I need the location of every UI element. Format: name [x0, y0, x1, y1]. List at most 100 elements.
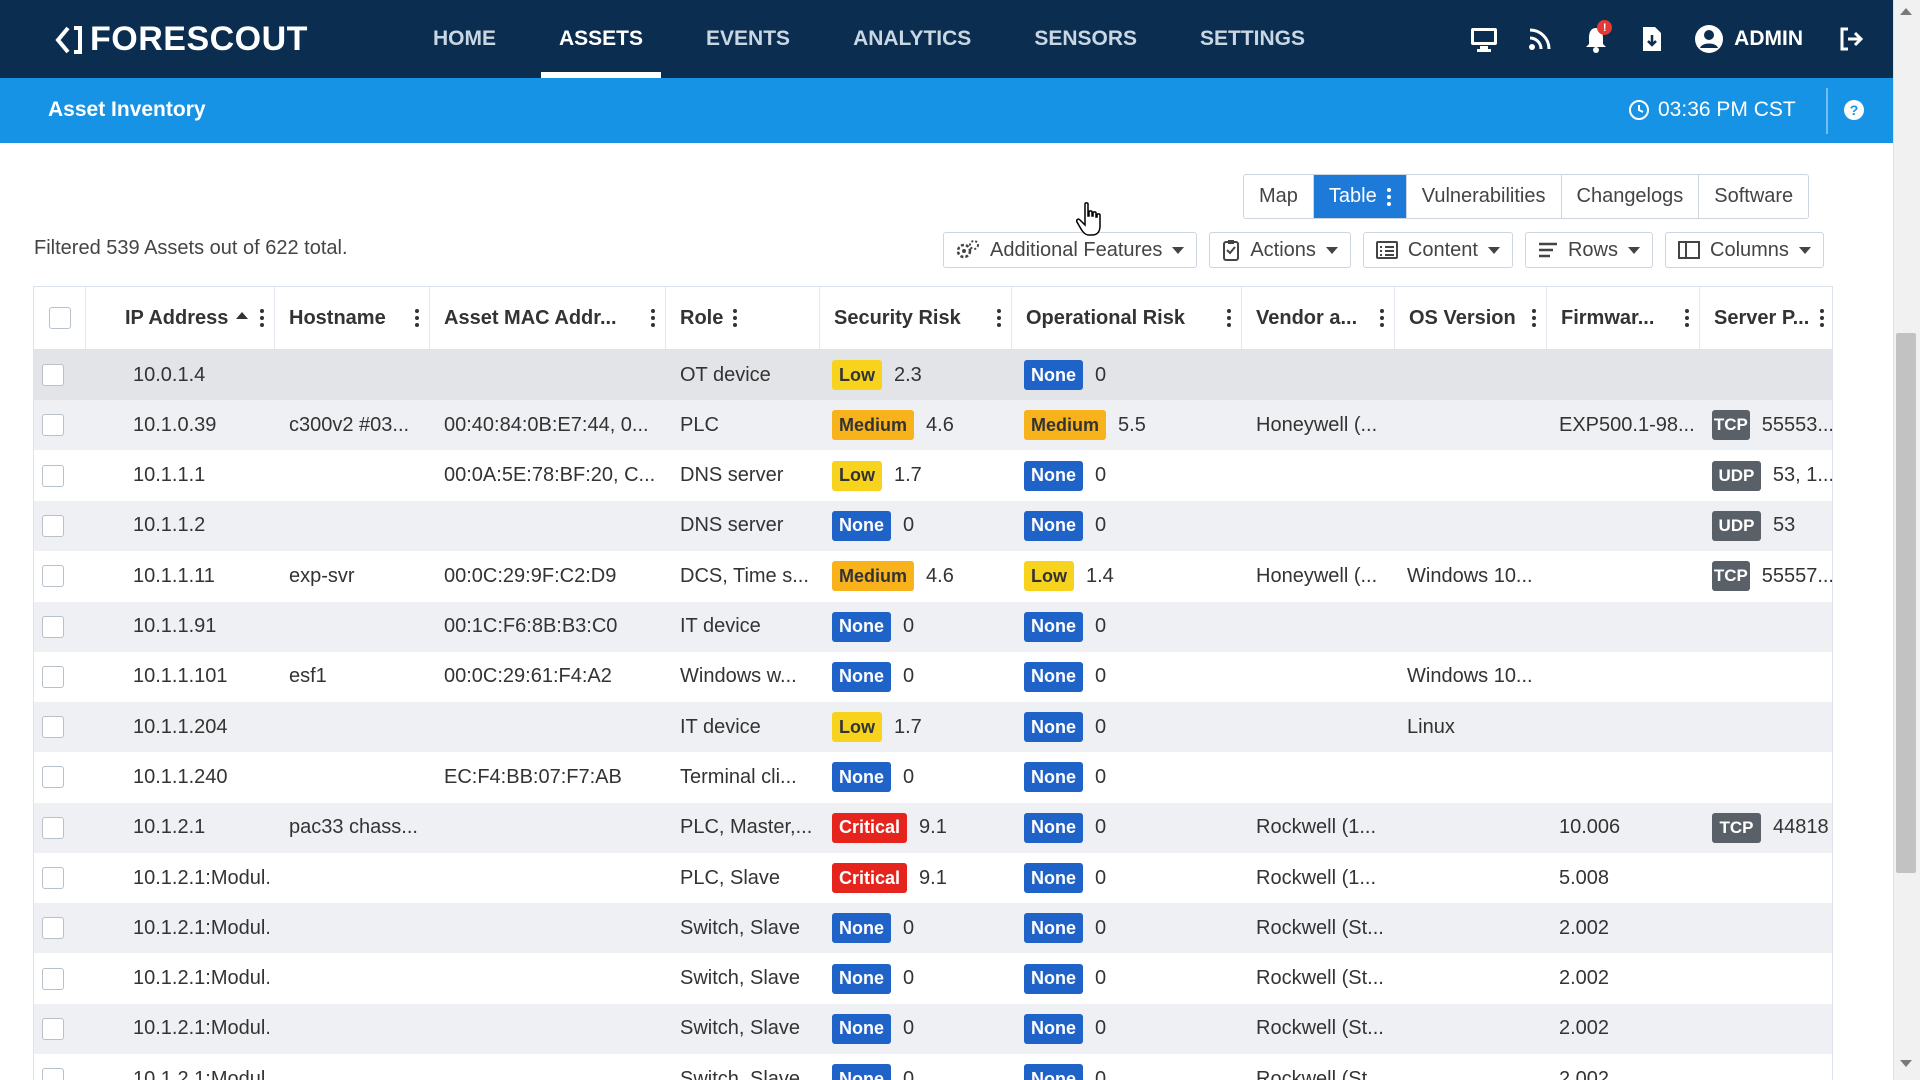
monitor-icon[interactable] — [1456, 0, 1512, 78]
column-header-mac-address[interactable]: Asset MAC Addr... — [430, 287, 666, 349]
role-label: Switch — [680, 1067, 739, 1080]
column-menu-icon[interactable] — [1820, 309, 1824, 327]
table-row[interactable]: 10.1.1.1 00:0A:5E:78:BF:20, C... DNS serve… — [34, 451, 1832, 501]
cell-os-version — [1407, 501, 1541, 551]
row-checkbox[interactable] — [42, 665, 64, 688]
nav-analytics[interactable]: ANALYTICS — [853, 27, 972, 50]
bell-icon[interactable]: ! — [1568, 0, 1624, 78]
row-checkbox[interactable] — [42, 867, 64, 889]
cell-hostname — [289, 451, 424, 501]
column-menu-icon[interactable] — [415, 309, 419, 327]
kebab-icon[interactable] — [1386, 187, 1391, 206]
nav-sensors[interactable]: SENSORS — [1034, 27, 1138, 50]
download-file-icon[interactable] — [1624, 0, 1680, 78]
cell-mac-address — [444, 803, 660, 853]
nav-events[interactable]: EVENTS — [706, 27, 791, 50]
cell-server-ports — [1712, 853, 1832, 903]
help-icon[interactable]: ? — [1843, 99, 1865, 126]
rss-feed-icon[interactable] — [1512, 0, 1568, 78]
row-checkbox[interactable] — [42, 1068, 64, 1080]
cell-security-risk: None 0 — [832, 954, 914, 1004]
row-checkbox[interactable] — [42, 464, 64, 487]
security-risk-score: 2.3 — [894, 363, 922, 386]
cell-vendor: Rockwell (St... — [1256, 916, 1384, 939]
table-row[interactable]: 10.1.2.1:Modul... Switch, Slave None 0 None 0… — [34, 903, 1832, 954]
table-row[interactable]: 10.1.2.1 pac33 chass... PLC, Master,... Cri… — [34, 802, 1832, 853]
table-row[interactable]: 10.1.1.101 esf1 00:0C:29:61:F4:A2 Windows w… — [34, 652, 1832, 702]
cell-ip-address: 10.1.2.1:Modul... — [133, 967, 269, 990]
column-menu-icon[interactable] — [997, 309, 1001, 327]
cell-os-version — [1407, 400, 1541, 450]
page-header-bar: Asset Inventory 03:36 PM CST ? — [0, 78, 1893, 143]
column-menu-icon[interactable] — [1532, 309, 1536, 327]
table-row[interactable]: 10.1.2.1:Modul... PLC, Slave Critical 9.1 No… — [34, 853, 1832, 903]
security-risk-badge: Low — [832, 360, 882, 390]
table-row[interactable]: 10.1.1.91 00:1C:F6:8B:B3:C0 IT device None 0… — [34, 601, 1832, 652]
row-checkbox[interactable] — [42, 716, 64, 739]
tab-map[interactable]: Map — [1244, 175, 1314, 218]
tab-changelogs[interactable]: Changelogs — [1561, 175, 1700, 218]
column-menu-icon[interactable] — [260, 309, 264, 327]
content-button[interactable]: Content — [1362, 232, 1513, 268]
forescout-logo[interactable]: FORESCOUT — [54, 20, 308, 59]
column-header-server-ports[interactable]: Server P... — [1700, 287, 1832, 349]
column-header-os-version[interactable]: OS Version — [1395, 287, 1547, 349]
table-row[interactable]: 10.1.1.204 IT device Low 1.7 None 0 Linux — [34, 702, 1832, 753]
table-row[interactable]: 10.1.2.1:Modul... Switch, Slave None 0 None 0… — [34, 1054, 1832, 1080]
cell-firmware — [1559, 752, 1694, 802]
nav-settings[interactable]: SETTINGS — [1200, 27, 1306, 50]
tab-vulnerabilities[interactable]: Vulnerabilities — [1406, 175, 1562, 218]
cell-server-ports: TCP 44818 — [1712, 803, 1832, 853]
row-checkbox[interactable] — [42, 967, 64, 990]
table-row[interactable]: 10.0.1.4 OT device Low 2.3 None 0 — [34, 350, 1832, 400]
column-header-role[interactable]: Role — [666, 287, 820, 349]
table-row[interactable]: 10.1.2.1:Modul... Switch, Slave None 0 None 0… — [34, 954, 1832, 1004]
table-row[interactable]: 10.1.1.11 exp-svr 00:0C:29:9F:C2:D9 DCS, Ti… — [34, 551, 1832, 601]
column-menu-icon[interactable] — [1685, 309, 1689, 327]
scrollbar-thumb[interactable] — [1896, 333, 1916, 873]
cell-os-version: Windows 10... — [1407, 665, 1533, 688]
row-checkbox[interactable] — [42, 816, 64, 839]
additional-features-button[interactable]: Additional Features — [943, 232, 1198, 268]
user-menu[interactable]: ADMIN — [1694, 24, 1803, 54]
row-checkbox[interactable] — [42, 615, 64, 638]
row-checkbox[interactable] — [42, 364, 64, 386]
column-menu-icon[interactable] — [651, 309, 655, 327]
row-checkbox[interactable] — [42, 1017, 64, 1040]
scroll-up-icon[interactable] — [1900, 8, 1912, 15]
scroll-down-icon[interactable] — [1900, 1060, 1912, 1067]
row-checkbox[interactable] — [42, 565, 64, 588]
row-checkbox[interactable] — [42, 414, 64, 437]
column-header-firmware[interactable]: Firmwar... — [1547, 287, 1700, 349]
security-risk-score: 0 — [903, 514, 915, 537]
row-checkbox[interactable] — [42, 766, 64, 789]
select-all-checkbox[interactable] — [48, 307, 71, 329]
tab-table[interactable]: Table — [1313, 175, 1407, 218]
column-header-hostname[interactable]: Hostname — [275, 287, 430, 349]
tab-vulnerabilities-label: Vulnerabilities — [1421, 185, 1546, 207]
column-header-vendor[interactable]: Vendor a... — [1242, 287, 1395, 349]
table-row[interactable]: 10.1.1.240 EC:F4:BB:07:F7:AB Terminal cli.… — [34, 752, 1832, 802]
column-header-ip-address[interactable]: IP Address — [86, 287, 275, 349]
column-menu-icon[interactable] — [1227, 309, 1231, 327]
column-header-security-risk[interactable]: Security Risk — [820, 287, 1012, 349]
column-header-operational-risk[interactable]: Operational Risk — [1012, 287, 1242, 349]
row-checkbox[interactable] — [42, 514, 64, 537]
cell-ip-address: 10.1.1.1 — [133, 464, 206, 487]
actions-button[interactable]: Actions — [1209, 232, 1351, 268]
cell-mac-address — [444, 501, 660, 551]
table-row[interactable]: 10.1.1.2 DNS server None 0 None 0 UDP 53 — [34, 500, 1832, 551]
logout-icon[interactable] — [1823, 0, 1879, 78]
operational-risk-badge: None — [1024, 762, 1083, 793]
tab-software[interactable]: Software — [1699, 175, 1809, 218]
table-row[interactable]: 10.1.2.1:Modul... Switch, Slave None 0 None 0… — [34, 1003, 1832, 1054]
table-row[interactable]: 10.1.0.39 c300v2 #03... 00:40:84:0B:E7:44,… — [34, 400, 1832, 451]
nav-assets[interactable]: ASSETS — [541, 0, 662, 78]
column-menu-icon[interactable] — [733, 309, 738, 327]
column-menu-icon[interactable] — [1380, 309, 1384, 327]
row-checkbox[interactable] — [42, 917, 64, 940]
tab-changelogs-label: Changelogs — [1576, 185, 1684, 207]
columns-button[interactable]: Columns — [1665, 232, 1824, 268]
nav-home[interactable]: HOME — [433, 27, 496, 50]
rows-button[interactable]: Rows — [1524, 232, 1653, 268]
